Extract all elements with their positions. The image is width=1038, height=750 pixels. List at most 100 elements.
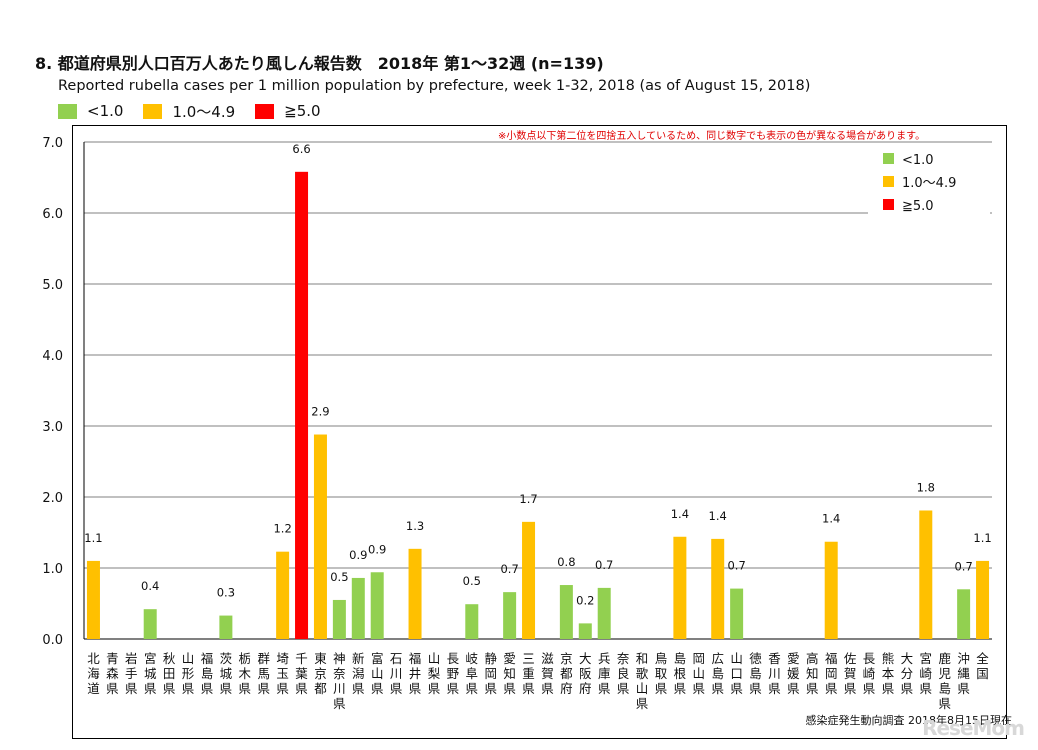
x-tick-label: 広島県 — [711, 651, 724, 696]
legend-label: ≧5.0 — [902, 199, 934, 214]
x-tick-label: 山形県 — [182, 651, 195, 696]
x-tick-label: 奈良県 — [617, 651, 630, 696]
top-legend-item-green: <1.0 — [58, 102, 123, 120]
data-label: 0.7 — [500, 562, 518, 576]
data-label: 1.7 — [519, 492, 537, 506]
x-tick-label: 三重県 — [522, 651, 535, 696]
x-tick-label: 沖縄県 — [957, 651, 970, 696]
x-tick-label: 福島県 — [201, 651, 214, 696]
bar — [730, 588, 744, 639]
x-tick-label: 鹿児島県 — [938, 651, 951, 711]
bar — [522, 521, 536, 639]
x-tick-label: 佐賀県 — [844, 651, 857, 696]
y-tick-label: 6.0 — [42, 207, 63, 222]
x-tick-label: 山梨県 — [428, 651, 441, 696]
x-tick-label: 群馬県 — [257, 651, 270, 696]
x-tick-label: 熊本県 — [882, 651, 895, 696]
data-source: 感染症発生動向調査 2018年8月15日現在 — [805, 714, 1013, 727]
x-tick-label: 岐阜県 — [466, 651, 479, 696]
x-tick-label: 新潟県 — [352, 651, 365, 696]
bar — [408, 548, 422, 639]
bar — [976, 560, 990, 639]
bar — [219, 615, 233, 639]
x-tick-label: 香川県 — [768, 651, 781, 696]
x-tick-label: 静岡県 — [484, 651, 497, 696]
bar — [143, 609, 157, 639]
x-tick-label: 宮城県 — [144, 651, 157, 696]
legend-label: <1.0 — [902, 153, 934, 168]
watermark-logo: ReseMom — [922, 716, 1025, 740]
bar — [465, 604, 479, 639]
x-tick-label: 大分県 — [901, 651, 914, 696]
data-label: 1.1 — [973, 531, 991, 545]
data-label: 1.4 — [671, 507, 689, 521]
bar — [824, 541, 838, 639]
top-legend-label-orange: 1.0～4.9 — [172, 102, 236, 121]
top-legend-label-red: ≧5.0 — [284, 102, 321, 120]
y-tick-label: 5.0 — [42, 278, 63, 293]
data-label: 0.9 — [349, 548, 367, 562]
y-tick-label: 2.0 — [42, 491, 63, 506]
data-label: 1.2 — [273, 522, 291, 536]
chart-title: 8. 都道府県別人口百万人あたり風しん報告数 2018年 第1～32週 (n=1… — [35, 54, 604, 73]
x-tick-label: 兵庫県 — [598, 651, 611, 696]
x-tick-label: 岡山県 — [693, 651, 706, 696]
data-label: 0.7 — [954, 559, 972, 573]
x-tick-label: 大阪府 — [579, 651, 592, 696]
x-tick-label: 山口県 — [730, 651, 743, 696]
x-tick-label: 埼玉県 — [276, 651, 289, 696]
bar — [559, 585, 573, 639]
legend-swatch-orange — [143, 103, 163, 119]
x-tick-label: 高知県 — [806, 651, 819, 696]
data-label: 0.8 — [557, 555, 575, 569]
top-legend-item-orange: 1.0～4.9 — [143, 101, 235, 122]
x-tick-label: 宮崎県 — [920, 651, 933, 696]
data-label: 0.9 — [368, 542, 386, 556]
data-label: 0.5 — [463, 574, 481, 588]
y-tick-label: 1.0 — [42, 562, 63, 577]
bar — [295, 171, 309, 639]
x-tick-label: 徳島県 — [749, 651, 762, 696]
bar — [919, 510, 933, 639]
x-tick-label: 福岡県 — [825, 651, 838, 696]
top-legend-label-green: <1.0 — [87, 102, 124, 120]
bar — [332, 599, 346, 639]
data-label: 0.7 — [595, 558, 613, 572]
x-tick-label: 愛媛県 — [787, 651, 800, 696]
legend-swatch — [883, 176, 894, 187]
x-tick-label: 千葉県 — [295, 651, 308, 696]
data-label: 1.4 — [709, 509, 727, 523]
bar — [86, 560, 100, 639]
bar — [276, 551, 290, 639]
rounding-note: ※小数点以下第二位を四捨五入しているため、同じ数字でも表示の色が異なる場合があり… — [498, 131, 926, 142]
x-tick-label: 青森県 — [106, 651, 119, 696]
data-label: 0.4 — [141, 579, 159, 593]
legend-swatch — [883, 153, 894, 164]
x-tick-label: 長崎県 — [863, 651, 876, 696]
x-tick-label: 愛知県 — [503, 651, 516, 696]
data-label: 0.2 — [576, 593, 594, 607]
x-tick-label: 全国 — [976, 651, 989, 681]
data-label: 6.6 — [292, 142, 310, 156]
bar — [370, 572, 384, 639]
legend-swatch — [883, 199, 894, 210]
legend-swatch-red — [255, 103, 275, 119]
top-legend-item-red: ≧5.0 — [255, 102, 321, 120]
top-legend: <1.0 1.0～4.9 ≧5.0 — [58, 101, 341, 121]
x-tick-label: 和歌山県 — [636, 651, 649, 711]
bar — [503, 592, 517, 639]
data-label: 0.5 — [330, 570, 348, 584]
x-tick-label: 秋田県 — [163, 651, 176, 696]
y-tick-label: 3.0 — [42, 420, 63, 435]
x-tick-label: 鳥取県 — [655, 651, 668, 696]
y-tick-label: 4.0 — [42, 349, 63, 364]
x-tick-label: 石川県 — [390, 651, 403, 696]
x-tick-label: 福井県 — [409, 651, 422, 696]
x-tick-label: 東京都 — [314, 651, 327, 696]
x-tick-label: 京都府 — [560, 651, 573, 696]
x-tick-label: 北海道 — [87, 651, 100, 696]
data-label: 1.1 — [84, 531, 102, 545]
x-tick-label: 富山県 — [371, 651, 384, 696]
data-label: 1.4 — [822, 512, 840, 526]
